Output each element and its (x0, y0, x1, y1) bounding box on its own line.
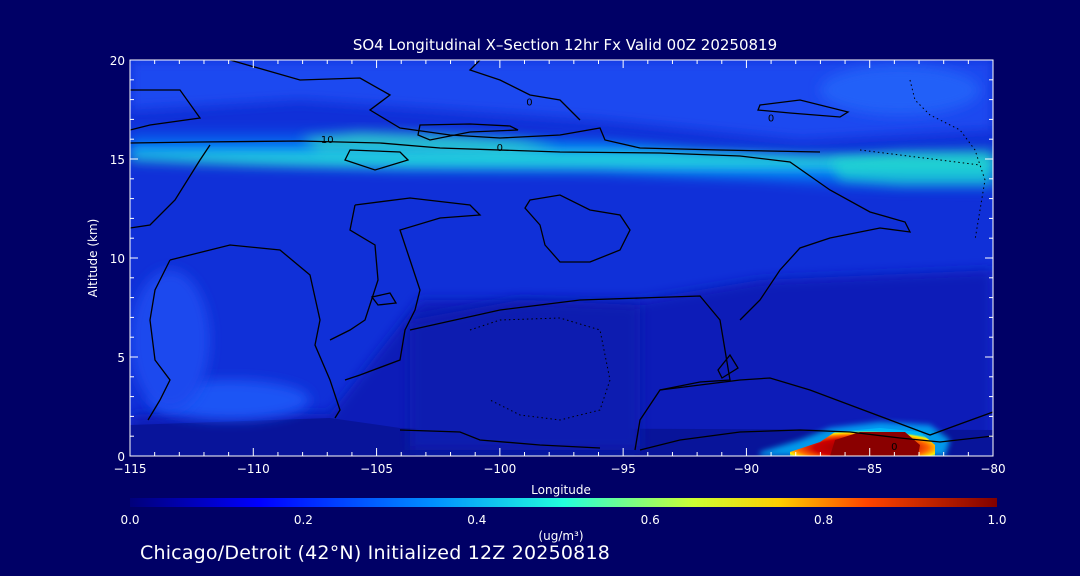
x-tick-label: −80 (980, 462, 1005, 476)
dotted-contours (469, 79, 986, 421)
contour-lines (130, 60, 993, 451)
x-tick-label: −85 (857, 462, 882, 476)
contour-label: 0 (526, 98, 532, 109)
contour-10 (130, 140, 912, 321)
band-peak-east (830, 150, 993, 185)
contour-east-low (659, 377, 993, 436)
y-axis-label: Altitude (km) (86, 219, 100, 298)
colorbar-tick-label: 0.0 (120, 513, 139, 527)
patch-west-mid (130, 270, 210, 410)
contour-mid-b (329, 204, 379, 341)
patch-top-right (820, 65, 980, 115)
contour-mid-lower (409, 295, 731, 451)
colorbar-tick-label: 0.6 (641, 513, 660, 527)
contour-label: 0 (497, 143, 503, 154)
colorbar-tick-label: 0.2 (294, 513, 313, 527)
contour-mid-a (344, 197, 482, 381)
x-tick-label: −115 (114, 462, 147, 476)
colorbar-ticks: 0.0 0.2 0.4 0.6 0.8 1.0 (120, 513, 1006, 527)
x-tick-label: −105 (360, 462, 393, 476)
y-tick-label: 15 (110, 153, 125, 167)
y-tick-label: 0 (117, 450, 125, 464)
contour-west (130, 144, 211, 229)
x-tick-label: −90 (734, 462, 759, 476)
x-tick-label: −95 (610, 462, 635, 476)
colorbar (130, 498, 997, 507)
contour-surface-east (639, 429, 993, 451)
y-tick-label: 5 (117, 351, 125, 365)
contour-loop-d (524, 194, 631, 263)
contour-loop-a (417, 123, 519, 141)
colorbar-tick-label: 0.8 (814, 513, 833, 527)
band-peak-west (300, 132, 560, 152)
x-axis: −115 −110 −105 −100 −95 −90 −85 −80 (114, 60, 1006, 476)
contour-top-mid (468, 60, 581, 121)
contour-small-loop-2 (717, 353, 739, 379)
x-tick-label: −110 (237, 462, 270, 476)
colorbar-tick-label: 1.0 (987, 513, 1006, 527)
plot-area (130, 60, 993, 456)
chart-title: SO4 Longitudinal X–Section 12hr Fx Valid… (353, 36, 777, 54)
colorbar-unit-label: (ug/m³) (538, 529, 583, 543)
y-axis: 0 5 10 15 20 (110, 54, 993, 464)
contour-west-mid (169, 244, 341, 419)
x-axis-label: Longitude (531, 483, 591, 497)
contour-loop-b (344, 149, 410, 171)
contour-upper-1 (130, 89, 202, 131)
contour-label: 10 (321, 135, 334, 146)
contour-labels: 10 0 0 0 0 (321, 98, 898, 454)
y-tick-label: 20 (110, 54, 125, 68)
contour-loop-c (757, 99, 850, 118)
mid-level-dark-region (410, 300, 640, 450)
contour-label: 0 (891, 442, 897, 453)
footer-caption: Chicago/Detroit (42°N) Initialized 12Z 2… (140, 542, 611, 564)
contour-label: 0 (768, 113, 774, 124)
contour-bottom (399, 429, 601, 449)
contour-lower-west (147, 259, 171, 421)
upper-light-region (130, 60, 993, 140)
x-tick-label: −100 (483, 462, 516, 476)
colorbar-tick-label: 0.4 (467, 513, 486, 527)
y-tick-label: 10 (110, 252, 125, 266)
contour-upper-2 (229, 60, 821, 153)
contour-small-loop (370, 292, 398, 306)
